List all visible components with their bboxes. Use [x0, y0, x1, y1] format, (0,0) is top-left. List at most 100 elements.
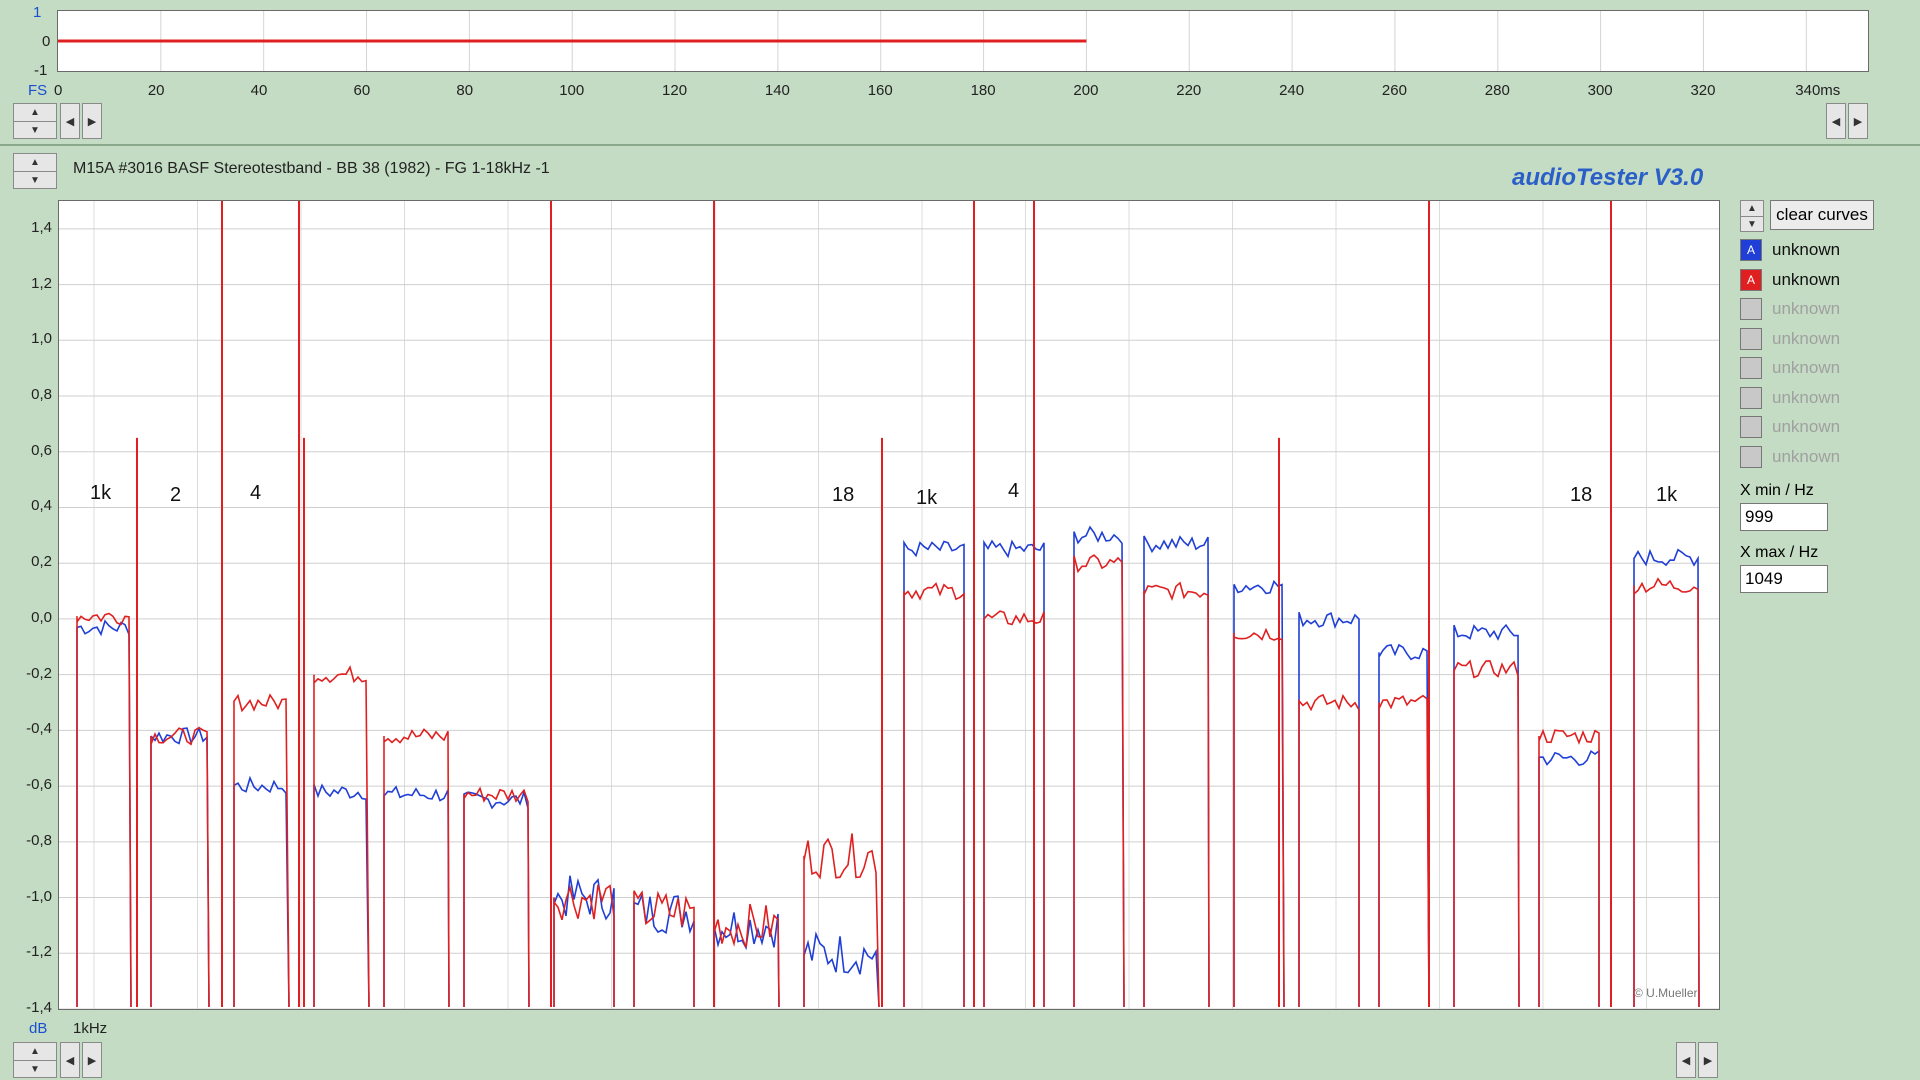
- spin-up-icon[interactable]: ▲: [14, 104, 56, 122]
- channel-color-box[interactable]: [1740, 386, 1762, 409]
- top-x-tick: 260: [1381, 82, 1407, 99]
- channel-label: unknown: [1772, 299, 1841, 318]
- y-tick-label: 0,0: [31, 608, 52, 626]
- top-x-tick: 80: [456, 82, 474, 99]
- top-x-tick: 280: [1484, 82, 1510, 99]
- channel-label: unknown: [1772, 387, 1841, 407]
- top-x-tick: 140: [764, 82, 790, 99]
- channel-label: unknown: [1772, 446, 1841, 466]
- top-x-tick: 100: [559, 82, 585, 99]
- spin-up-icon[interactable]: ▲: [14, 154, 56, 172]
- top-x-tick: 0: [54, 82, 63, 99]
- channel-label: unknown: [1772, 417, 1841, 436]
- xmax-label: X max / Hz: [1740, 544, 1819, 561]
- channel-label: unknown: [1772, 269, 1841, 289]
- measurement-title: M15A #3016 BASF Stereotestband - BB 38 (…: [73, 160, 550, 177]
- arrow-right-icon: ▶: [87, 115, 97, 128]
- frequency-annotation: 18: [832, 484, 855, 506]
- channel-color-box[interactable]: [1740, 445, 1762, 468]
- y-tick-label: 0,6: [31, 441, 52, 459]
- channel-item[interactable]: unknown: [1740, 444, 1840, 470]
- divider: [0, 144, 1920, 146]
- arrow-left-icon: ◀: [65, 1054, 75, 1067]
- top-x-tick: 340ms: [1795, 82, 1841, 99]
- main-chart-panel[interactable]: [58, 200, 1720, 1010]
- channel-item[interactable]: unknown: [1740, 414, 1840, 440]
- xmax-input[interactable]: [1740, 565, 1828, 593]
- frequency-annotation: 1k: [916, 487, 938, 509]
- x-axis-label: 1kHz: [73, 1020, 108, 1037]
- y-tick-label: -0,4: [26, 720, 52, 738]
- spin-down-icon[interactable]: ▼: [30, 125, 40, 136]
- top-x-tick: 180: [970, 82, 996, 99]
- y-tick-label: -0,2: [26, 664, 52, 682]
- bottom-right-scroll-left-button[interactable]: ◀: [1676, 1042, 1696, 1078]
- channel-color-box[interactable]: A: [1740, 268, 1762, 291]
- y-tick-label: 1,4: [31, 218, 52, 236]
- spin-down-icon[interactable]: ▼: [1747, 219, 1757, 230]
- frequency-annotation: 2: [170, 484, 182, 506]
- y-tick-label: 0,4: [31, 497, 52, 515]
- channel-color-box[interactable]: [1740, 327, 1762, 350]
- arrow-left-icon: ◀: [1831, 115, 1841, 128]
- channel-label: unknown: [1772, 328, 1841, 348]
- top-right-scroll-right-button[interactable]: ▶: [1848, 103, 1868, 139]
- frequency-annotation: 4: [250, 482, 262, 504]
- channel-label: unknown: [1772, 358, 1841, 377]
- main-zoom-spinner[interactable]: ▲ ▼: [13, 153, 57, 189]
- spin-down-icon[interactable]: ▼: [30, 175, 40, 186]
- series-line: [76, 554, 1700, 1008]
- spin-down-icon[interactable]: ▼: [30, 1064, 40, 1075]
- top-waveform-panel[interactable]: [57, 10, 1869, 72]
- top-x-tick: 60: [353, 82, 371, 99]
- bottom-scroll-left-button[interactable]: ◀: [60, 1042, 80, 1078]
- spin-up-icon[interactable]: ▲: [14, 1043, 56, 1061]
- top-x-tick: 120: [662, 82, 688, 99]
- top-x-tick: 240: [1279, 82, 1305, 99]
- frequency-annotation: 4: [1008, 480, 1020, 502]
- bottom-scroll-right-button[interactable]: ▶: [82, 1042, 102, 1078]
- xmin-input[interactable]: [1740, 503, 1828, 531]
- xmin-label: X min / Hz: [1740, 482, 1814, 499]
- bottom-right-scroll-right-button[interactable]: ▶: [1698, 1042, 1718, 1078]
- top-x-tick: 160: [867, 82, 893, 99]
- series-line: [76, 525, 1700, 1008]
- top-x-unit-label: FS: [28, 82, 48, 99]
- channel-color-box[interactable]: [1740, 298, 1762, 320]
- channel-item[interactable]: unknown: [1740, 355, 1840, 381]
- frequency-annotation: 1k: [90, 482, 112, 504]
- channel-item[interactable]: unknown: [1740, 296, 1840, 322]
- y-tick-label: -1,0: [26, 887, 52, 905]
- top-x-tick: 300: [1587, 82, 1613, 99]
- channel-color-box[interactable]: [1740, 416, 1762, 438]
- arrow-left-icon: ◀: [1681, 1054, 1691, 1067]
- channel-color-box[interactable]: [1740, 357, 1762, 379]
- top-zoom-spinner[interactable]: ▲ ▼: [13, 103, 57, 139]
- channel-spinner[interactable]: ▲ ▼: [1740, 200, 1764, 232]
- top-scroll-left-button[interactable]: ◀: [60, 103, 80, 139]
- arrow-right-icon: ▶: [87, 1054, 97, 1067]
- y-tick-label: -0,8: [26, 831, 52, 849]
- spin-up-icon[interactable]: ▲: [1741, 201, 1763, 217]
- app-title: audioTester V3.0: [1512, 164, 1704, 191]
- top-x-tick: 40: [250, 82, 268, 99]
- top-y-tick-1: 1: [33, 4, 42, 21]
- top-y-tick-0: 0: [42, 33, 51, 50]
- y-tick-label: -1,4: [26, 999, 52, 1016]
- top-x-tick: 220: [1176, 82, 1202, 99]
- top-x-tick: 20: [147, 82, 165, 99]
- clear-curves-button[interactable]: clear curves: [1770, 200, 1874, 230]
- arrow-right-icon: ▶: [1853, 115, 1863, 128]
- channel-item[interactable]: unknown: [1740, 326, 1840, 352]
- y-tick-label: 0,8: [31, 386, 52, 404]
- channel-color-box[interactable]: A: [1740, 239, 1762, 261]
- y-tick-label: 1,2: [31, 274, 52, 292]
- channel-item[interactable]: unknown: [1740, 385, 1840, 411]
- top-right-scroll-left-button[interactable]: ◀: [1826, 103, 1846, 139]
- y-unit-label: dB: [29, 1020, 48, 1037]
- channel-label: unknown: [1772, 240, 1841, 259]
- bottom-zoom-spinner[interactable]: ▲ ▼: [13, 1042, 57, 1078]
- top-scroll-right-button[interactable]: ▶: [82, 103, 102, 139]
